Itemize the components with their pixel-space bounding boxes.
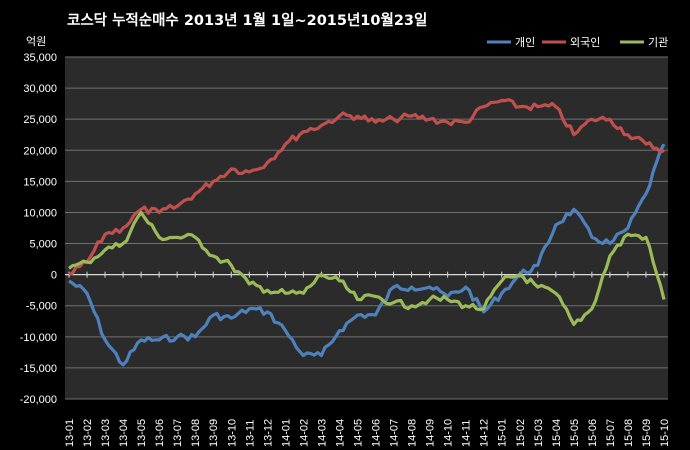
x-axis-ticks: 13-01 13-02 13-03 13-04 13-05 13-06 13-07 13-08… bbox=[64, 419, 671, 447]
legend-label: 외국인 bbox=[570, 36, 600, 49]
x-tick-label: 15-06 bbox=[587, 419, 599, 447]
x-tick-label: 14-11 bbox=[461, 420, 473, 447]
x-tick-label: 14-03 bbox=[316, 419, 328, 447]
x-tick-label: 15-09 bbox=[641, 419, 653, 447]
series-group bbox=[68, 98, 666, 367]
y-axis-ticks: 35,000 30,000 25,000 20,000 15,000 10,000 5,00… bbox=[20, 52, 57, 406]
x-tick-label: 13-06 bbox=[154, 419, 166, 447]
x-tick-label: 13-04 bbox=[118, 419, 130, 447]
series-line-1 bbox=[68, 143, 666, 367]
x-tick-label: 13-02 bbox=[82, 419, 94, 447]
series-line-2 bbox=[68, 98, 665, 277]
y-tick-label: -5,000 bbox=[26, 301, 57, 313]
y-tick-label: 25,000 bbox=[23, 114, 57, 126]
y-tick-label: -15,000 bbox=[20, 363, 57, 375]
x-tick-label: 14-07 bbox=[389, 419, 401, 447]
x-tick-label: 15-02 bbox=[515, 419, 527, 447]
y-tick-label: 20,000 bbox=[23, 145, 57, 157]
legend-label: 기관 bbox=[648, 36, 668, 49]
y-axis-unit-label: 억원 bbox=[26, 35, 46, 48]
legend: 개인 외국인 기관 bbox=[487, 36, 668, 49]
x-tick-label: 13-05 bbox=[136, 419, 148, 447]
y-tick-label: 15,000 bbox=[23, 176, 57, 188]
plot-area bbox=[65, 57, 668, 399]
x-tick-label: 13-10 bbox=[226, 419, 238, 447]
x-tick-label: 15-08 bbox=[623, 419, 635, 447]
x-tick-label: 13-03 bbox=[100, 419, 112, 447]
x-tick-label: 15-04 bbox=[551, 419, 563, 447]
x-tick-label: 13-07 bbox=[172, 419, 184, 447]
x-tick-label: 15-01 bbox=[497, 419, 509, 447]
x-tick-label: 14-02 bbox=[298, 419, 310, 447]
x-tick-label: 13-08 bbox=[190, 419, 202, 447]
x-tick-label: 14-08 bbox=[407, 419, 419, 447]
x-tick-label: 15-07 bbox=[605, 419, 617, 447]
y-tick-label: -20,000 bbox=[20, 394, 57, 406]
x-tick-label: 14-06 bbox=[371, 419, 383, 447]
x-tick-label: 13-09 bbox=[208, 419, 220, 447]
y-tick-label: 30,000 bbox=[23, 83, 57, 95]
y-tick-label: 0 bbox=[51, 270, 57, 282]
x-tick-label: 14-12 bbox=[479, 419, 491, 447]
series-line-3 bbox=[68, 210, 666, 326]
x-tick-label: 13-11 bbox=[244, 420, 256, 447]
y-tick-label: 5,000 bbox=[29, 239, 57, 251]
x-tick-label: 15-05 bbox=[569, 419, 581, 447]
y-tick-label: 10,000 bbox=[23, 207, 57, 219]
x-tick-label: 14-04 bbox=[334, 419, 346, 447]
x-tick-label: 13-01 bbox=[64, 419, 76, 447]
y-tick-label: 35,000 bbox=[23, 52, 57, 64]
x-tick-label: 15-10 bbox=[659, 419, 671, 447]
legend-label: 개인 bbox=[515, 36, 535, 49]
y-tick-label: -10,000 bbox=[20, 332, 57, 344]
gridlines bbox=[65, 56, 668, 400]
x-tick-label: 14-05 bbox=[352, 419, 364, 447]
chart-title: 코스닥 누적순매수 2013년 1월 1일~2015년10월23일 bbox=[67, 11, 427, 29]
x-tick-label: 14-10 bbox=[443, 419, 455, 447]
x-tick-label: 15-03 bbox=[533, 419, 545, 447]
x-tick-label: 14-01 bbox=[280, 419, 292, 447]
x-tick-label: 14-09 bbox=[425, 419, 437, 447]
x-tick-label: 13-12 bbox=[262, 419, 274, 447]
